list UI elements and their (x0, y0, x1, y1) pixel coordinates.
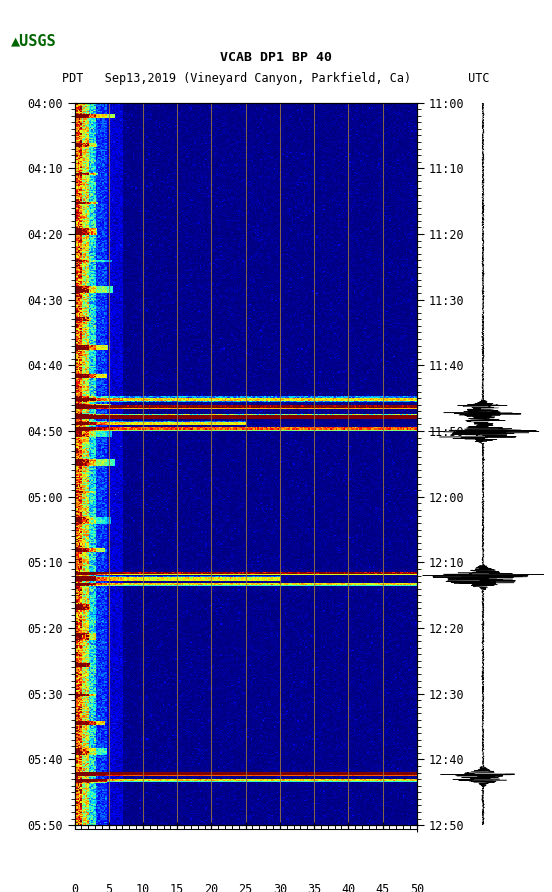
Text: ▲USGS: ▲USGS (11, 34, 57, 49)
Text: PDT   Sep13,2019 (Vineyard Canyon, Parkfield, Ca)        UTC: PDT Sep13,2019 (Vineyard Canyon, Parkfie… (62, 72, 490, 85)
Text: VCAB DP1 BP 40: VCAB DP1 BP 40 (220, 52, 332, 64)
